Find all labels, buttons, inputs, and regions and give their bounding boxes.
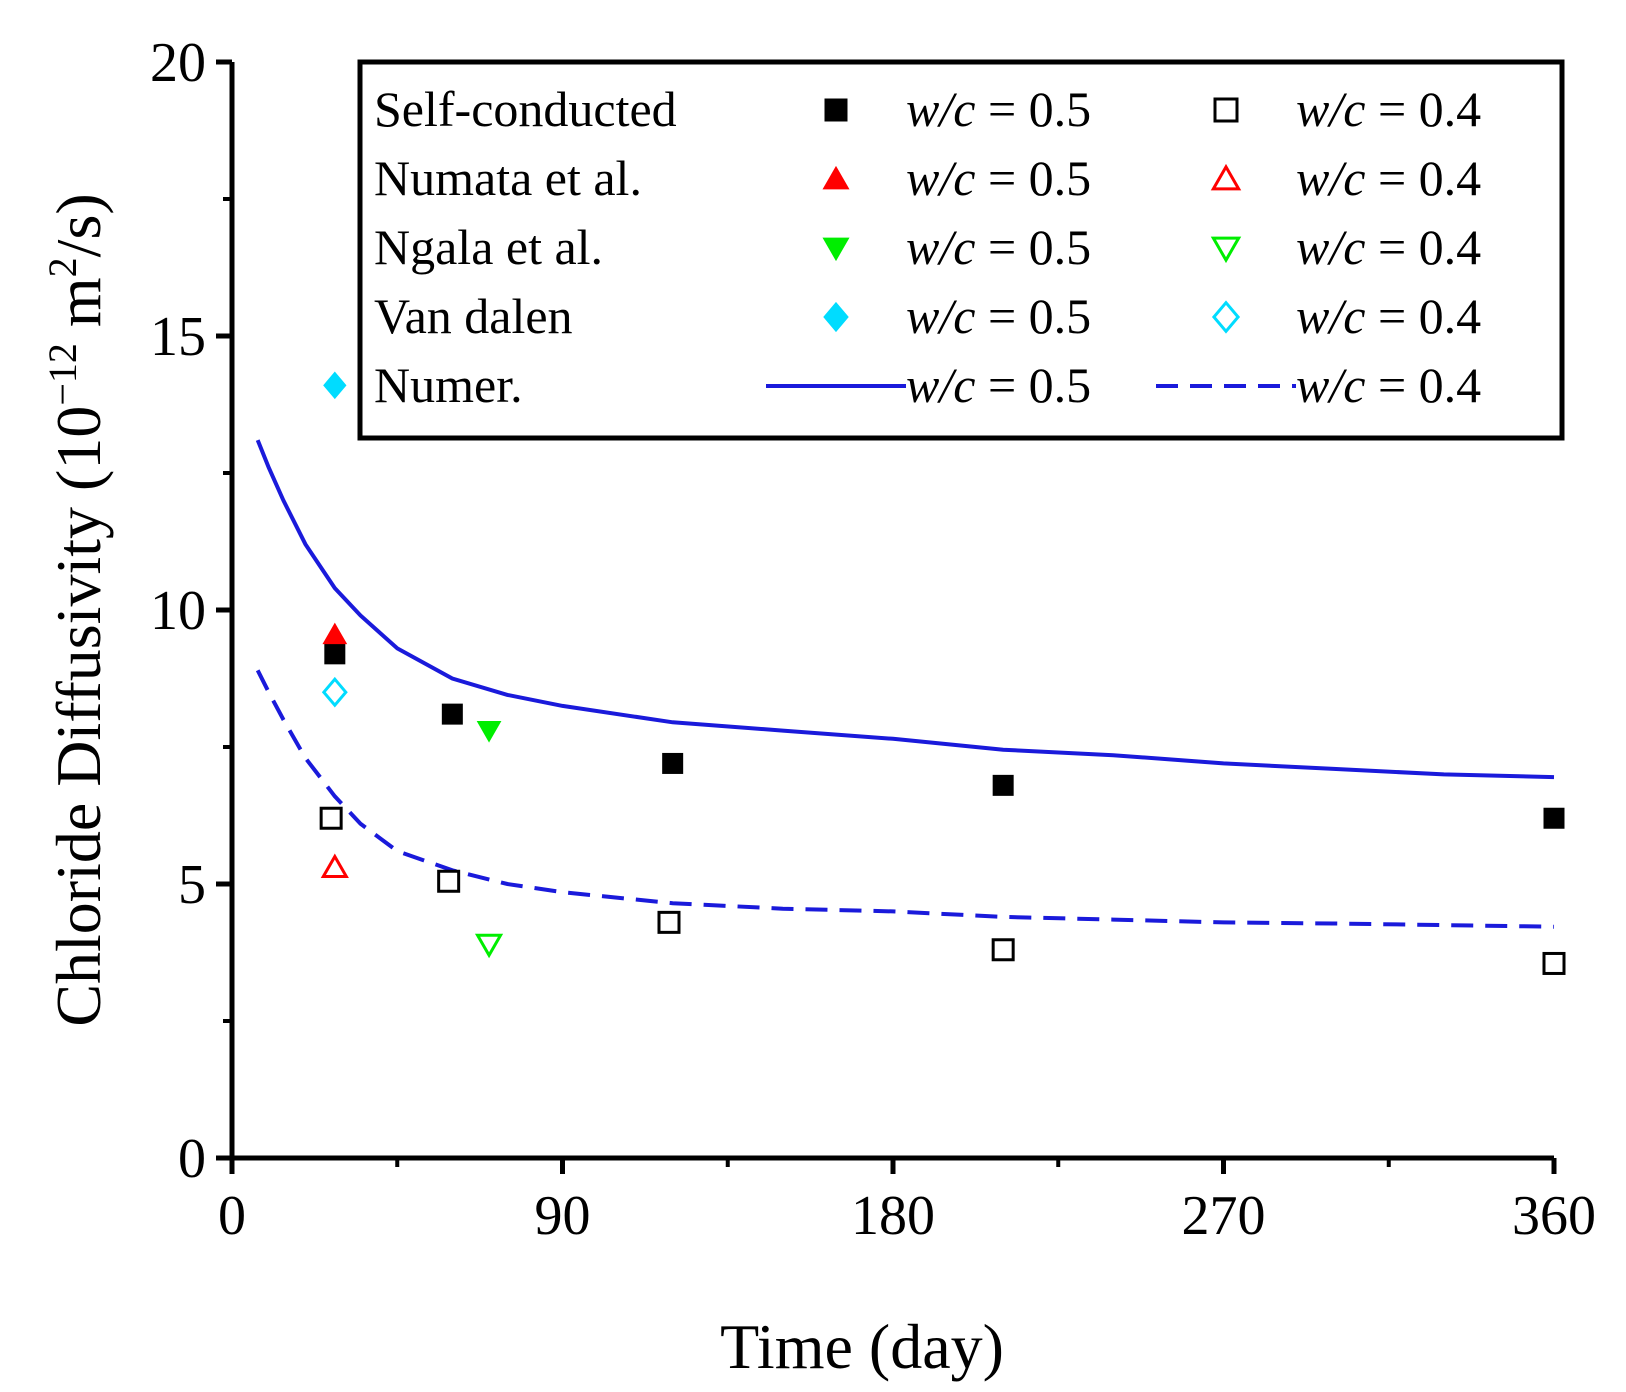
- x-tick-label: 90: [535, 1185, 591, 1247]
- data-point: [992, 774, 1014, 796]
- data-point: [476, 721, 502, 743]
- data-point: [319, 806, 343, 830]
- y-tick-label: 10: [150, 580, 206, 642]
- x-tick-label: 270: [1182, 1185, 1266, 1247]
- data-point: [437, 869, 461, 893]
- data-point: [1542, 951, 1566, 975]
- legend-marker-wc04: [1211, 300, 1241, 334]
- legend-marker-wc05: [824, 98, 848, 122]
- legend-entry-wc05: w/c = 0.5: [906, 357, 1091, 413]
- legend-marker-wc05: [823, 301, 849, 333]
- data-point: [321, 676, 348, 708]
- series-line-wc05: [255, 439, 1555, 780]
- y-tick-label: 20: [150, 32, 206, 94]
- legend-entry-wc05: w/c = 0.5: [906, 288, 1091, 344]
- legend-entry-wc05: w/c = 0.5: [906, 81, 1091, 137]
- data-point: [657, 910, 681, 934]
- data-point: [662, 752, 684, 774]
- plot-area: 0 5 10 15 20 0 90 180 270 360: [150, 32, 1596, 1247]
- x-tick-label: 180: [851, 1185, 935, 1247]
- data-point: [324, 643, 346, 665]
- data-point: [320, 853, 349, 879]
- series-line-wc04: [255, 669, 1555, 929]
- legend-marker-wc04: [1213, 97, 1239, 123]
- legend-marker-wc05: [822, 237, 850, 262]
- legend-entry-wc04: w/c = 0.4: [1296, 288, 1481, 344]
- data-point: [991, 938, 1015, 962]
- y-axis-title: Chloride Diffusivity (10−12 m2/s): [40, 193, 114, 1026]
- legend-entry-wc04: w/c = 0.4: [1296, 150, 1481, 206]
- legend-entry-wc04: w/c = 0.4: [1296, 357, 1481, 413]
- legend-entry-wc04: w/c = 0.4: [1296, 81, 1481, 137]
- legend-marker-wc04: [1210, 163, 1242, 191]
- y-tick-label: 0: [178, 1128, 206, 1190]
- legend-box: [357, 59, 1565, 441]
- data-point: [474, 933, 504, 959]
- legend-entry-wc04: w/c = 0.4: [1296, 219, 1481, 275]
- legend-marker-wc04: [1210, 236, 1242, 264]
- data-point: [323, 371, 347, 400]
- x-tick-label: 360: [1512, 1185, 1596, 1247]
- legend-entry-wc05: w/c = 0.5: [906, 150, 1091, 206]
- x-tick-label: 0: [218, 1185, 246, 1247]
- legend-label: Ngala et al.: [374, 219, 603, 275]
- legend: Self-conducted w/c = 0.5 w/c = 0.4 Numata e…: [357, 59, 1565, 441]
- legend-marker-wc05: [822, 165, 850, 190]
- x-axis-title: Time (day): [720, 1311, 1004, 1382]
- data-point: [1543, 807, 1565, 829]
- legend-label: Self-conducted: [374, 81, 677, 137]
- y-tick-label: 5: [178, 854, 206, 916]
- legend-label: Numer.: [374, 357, 523, 413]
- y-tick-label: 15: [150, 306, 206, 368]
- legend-label: Numata et al.: [374, 150, 642, 206]
- data-point: [322, 622, 348, 645]
- data-point: [441, 703, 463, 725]
- legend-entry-wc05: w/c = 0.5: [906, 219, 1091, 275]
- legend-label: Van dalen: [374, 288, 573, 344]
